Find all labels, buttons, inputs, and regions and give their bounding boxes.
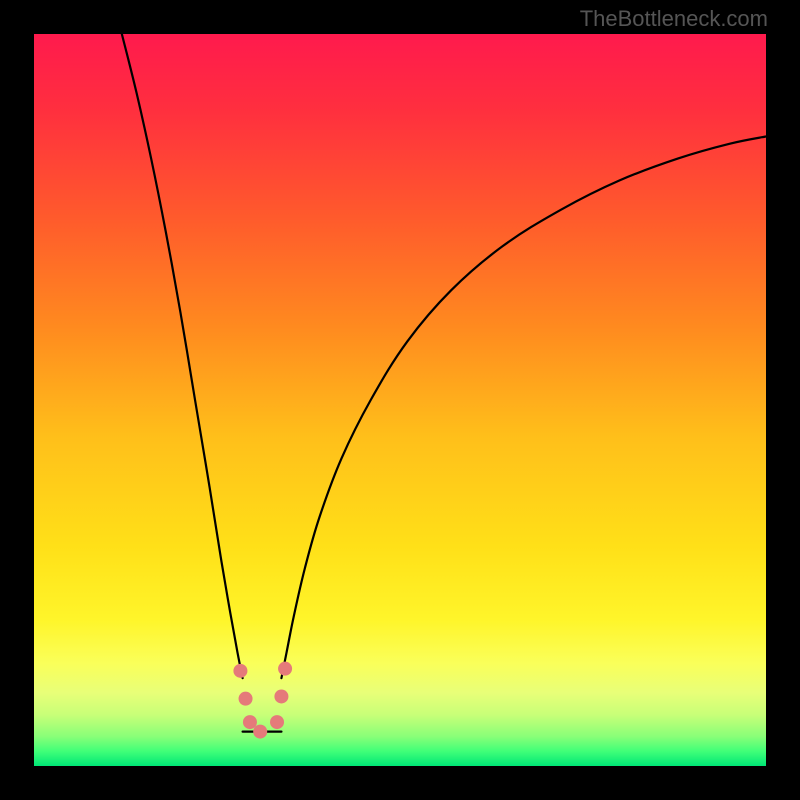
curve-left-branch — [122, 34, 243, 678]
curve-marker — [233, 664, 247, 678]
curve-marker — [239, 692, 253, 706]
chart-frame: TheBottleneck.com — [0, 0, 800, 800]
curve-marker — [243, 715, 257, 729]
curve-marker — [270, 715, 284, 729]
watermark-text: TheBottleneck.com — [580, 6, 768, 32]
curve-marker — [278, 662, 292, 676]
curve-marker — [274, 689, 288, 703]
curve-layer — [34, 34, 766, 766]
curve-right-branch — [281, 136, 766, 678]
curve-marker — [253, 725, 267, 739]
plot-area — [34, 34, 766, 766]
